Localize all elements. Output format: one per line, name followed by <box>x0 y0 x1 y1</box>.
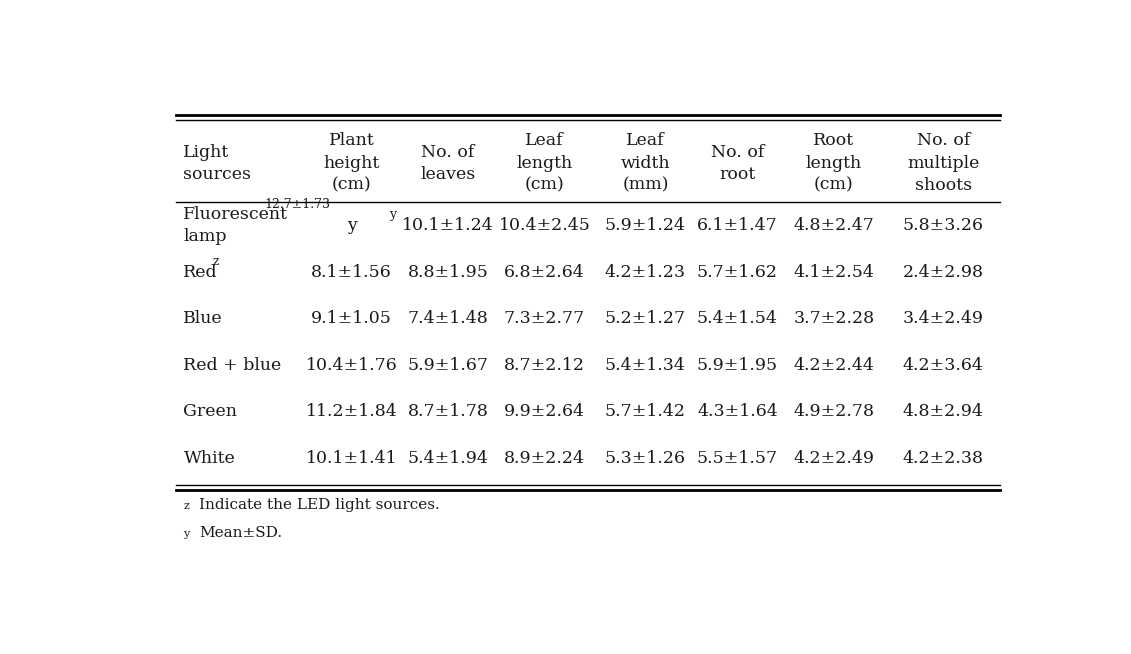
Text: Red + blue: Red + blue <box>183 356 282 373</box>
Text: 4.8±2.47: 4.8±2.47 <box>793 217 874 234</box>
Text: Fluorescent
lamp: Fluorescent lamp <box>183 206 288 245</box>
Text: Leaf
length
(cm): Leaf length (cm) <box>517 132 572 194</box>
Text: 5.7±1.62: 5.7±1.62 <box>697 264 778 281</box>
Text: z: z <box>213 254 219 267</box>
Text: y: y <box>389 208 397 221</box>
Text: 5.5±1.57: 5.5±1.57 <box>697 449 778 466</box>
Text: 9.1±1.05: 9.1±1.05 <box>311 310 392 327</box>
Text: 4.3±1.64: 4.3±1.64 <box>697 403 778 420</box>
Text: 8.9±2.24: 8.9±2.24 <box>504 449 585 466</box>
Text: 5.4±1.54: 5.4±1.54 <box>697 310 778 327</box>
Text: 5.3±1.26: 5.3±1.26 <box>605 449 685 466</box>
Text: 6.1±1.47: 6.1±1.47 <box>697 217 778 234</box>
Text: 10.1±1.24: 10.1±1.24 <box>403 217 494 234</box>
Text: Light
sources: Light sources <box>183 143 251 182</box>
Text: Mean±SD.: Mean±SD. <box>199 526 283 540</box>
Text: 5.4±1.94: 5.4±1.94 <box>407 449 489 466</box>
Text: Root
length
(cm): Root length (cm) <box>805 132 862 194</box>
Text: 4.8±2.94: 4.8±2.94 <box>903 403 984 420</box>
Text: 11.2±1.84: 11.2±1.84 <box>305 403 398 420</box>
Text: 5.9±1.95: 5.9±1.95 <box>697 356 778 373</box>
Text: 6.8±2.64: 6.8±2.64 <box>504 264 585 281</box>
Text: z: z <box>183 501 189 511</box>
Text: 7.3±2.77: 7.3±2.77 <box>504 310 585 327</box>
Text: y: y <box>347 217 356 234</box>
Text: Red: Red <box>183 264 218 281</box>
Text: 8.7±1.78: 8.7±1.78 <box>407 403 489 420</box>
Text: 8.8±1.95: 8.8±1.95 <box>407 264 489 281</box>
Text: No. of
leaves: No. of leaves <box>421 143 476 182</box>
Text: 3.7±2.28: 3.7±2.28 <box>793 310 874 327</box>
Text: Plant
height
(cm): Plant height (cm) <box>323 132 380 194</box>
Text: 5.7±1.42: 5.7±1.42 <box>605 403 685 420</box>
Text: 4.2±2.49: 4.2±2.49 <box>793 449 874 466</box>
Text: No. of
multiple
shoots: No. of multiple shoots <box>907 132 979 194</box>
Text: 5.4±1.34: 5.4±1.34 <box>605 356 685 373</box>
Text: Indicate the LED light sources.: Indicate the LED light sources. <box>199 498 440 512</box>
Text: Green: Green <box>183 403 238 420</box>
Text: 10.1±1.41: 10.1±1.41 <box>305 449 398 466</box>
Text: Blue: Blue <box>183 310 223 327</box>
Text: 9.9±2.64: 9.9±2.64 <box>504 403 585 420</box>
Text: 4.2±2.44: 4.2±2.44 <box>793 356 874 373</box>
Text: 3.4±2.49: 3.4±2.49 <box>903 310 984 327</box>
Text: 7.4±1.48: 7.4±1.48 <box>408 310 489 327</box>
Text: 4.2±2.38: 4.2±2.38 <box>903 449 984 466</box>
Text: Leaf
width
(mm): Leaf width (mm) <box>621 132 671 194</box>
Text: 4.9±2.78: 4.9±2.78 <box>793 403 874 420</box>
Text: 4.2±1.23: 4.2±1.23 <box>605 264 685 281</box>
Text: y: y <box>183 528 190 539</box>
Text: 12.7±1.73: 12.7±1.73 <box>264 198 330 211</box>
Text: 4.1±2.54: 4.1±2.54 <box>793 264 874 281</box>
Text: No. of
root: No. of root <box>710 143 765 182</box>
Text: White: White <box>183 449 235 466</box>
Text: 2.4±2.98: 2.4±2.98 <box>903 264 984 281</box>
Text: 8.1±1.56: 8.1±1.56 <box>311 264 392 281</box>
Text: 5.9±1.67: 5.9±1.67 <box>407 356 489 373</box>
Text: 4.2±3.64: 4.2±3.64 <box>903 356 984 373</box>
Text: 5.9±1.24: 5.9±1.24 <box>605 217 685 234</box>
Text: 10.4±1.76: 10.4±1.76 <box>305 356 398 373</box>
Text: 5.8±3.26: 5.8±3.26 <box>903 217 984 234</box>
Text: 5.2±1.27: 5.2±1.27 <box>605 310 685 327</box>
Text: 8.7±2.12: 8.7±2.12 <box>504 356 585 373</box>
Text: 10.4±2.45: 10.4±2.45 <box>499 217 590 234</box>
